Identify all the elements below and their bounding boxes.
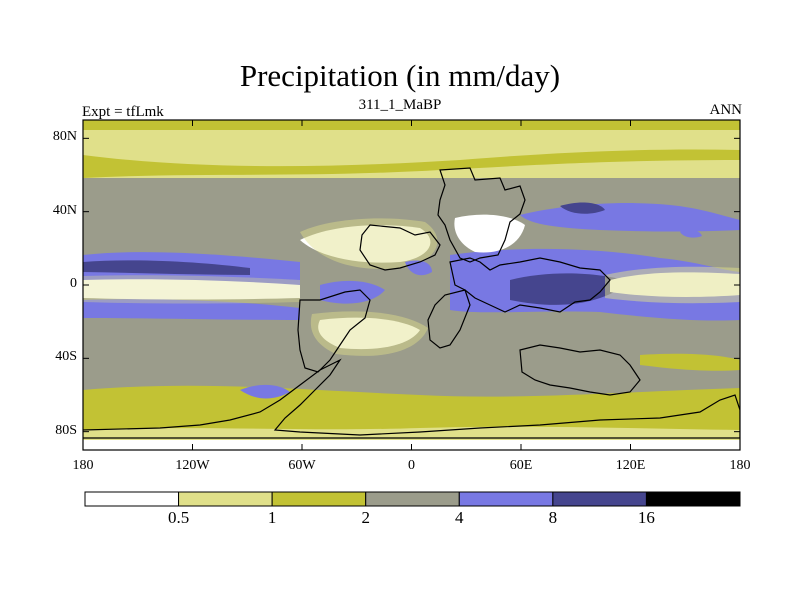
colorbar-swatch (458, 491, 554, 507)
n-atlantic-dry (300, 225, 431, 263)
warm-pool-core (510, 273, 630, 305)
n-atlantic-dry-halo (300, 218, 438, 269)
experiment-label: Expt = tfLmk (82, 104, 164, 120)
x-tick-label: 180 (72, 458, 94, 473)
x-tick-label: 120E (615, 458, 646, 473)
colorbar-label: 16 (637, 508, 655, 527)
sahara-dry (454, 214, 525, 253)
pacific-dry-strip (83, 279, 300, 300)
colorbar-label: 0.5 (167, 508, 190, 527)
s-america-blue (240, 384, 290, 399)
y-tick-label: 40S (55, 349, 77, 365)
spcz-east (83, 299, 300, 320)
x-tick-label: 120W (175, 458, 210, 473)
blue-patch-2 (680, 229, 702, 238)
east-dry-halo (605, 266, 740, 304)
colorbar (84, 491, 741, 507)
pacific-dry-halo (83, 275, 300, 304)
x-tick-label: 60W (288, 458, 316, 473)
x-tick-label: 180 (729, 458, 751, 473)
band-north-mid (83, 149, 740, 178)
colorbar-label: 2 (361, 508, 370, 527)
band-north-high2 (83, 130, 740, 167)
dark-patch-1 (560, 202, 605, 214)
colorbar-swatch (365, 491, 460, 507)
south-indian-band (640, 353, 740, 371)
colorbar-label: 8 (548, 508, 558, 527)
x-axis (82, 120, 741, 450)
colorbar-label: 1 (267, 508, 277, 527)
y-axis (83, 137, 740, 433)
coastlines (83, 167, 740, 439)
chart-title: Precipitation (in mm/day) (239, 58, 561, 93)
s-atlantic-dry (318, 317, 420, 350)
x-tick-label: 60E (509, 458, 533, 473)
colorbar-swatch (645, 491, 741, 507)
y-tick-label: 0 (70, 276, 77, 291)
itcz-pacific-dark (83, 260, 250, 275)
chart-subtitle: 311_1_MaBP (358, 97, 442, 113)
colorbar-swatch (271, 491, 367, 507)
x-tick-label: 0 (408, 458, 415, 473)
colorbar-label: 4 (455, 508, 464, 527)
colorbar-swatch (84, 491, 180, 507)
colorbar-swatch (552, 491, 647, 507)
map-field (83, 120, 740, 450)
season-label: ANN (709, 102, 743, 118)
y-tick-label: 80N (52, 129, 77, 145)
y-tick-label: 80S (55, 422, 77, 438)
y-tick-label: 40N (52, 202, 77, 218)
colorbar-swatch (178, 491, 273, 507)
